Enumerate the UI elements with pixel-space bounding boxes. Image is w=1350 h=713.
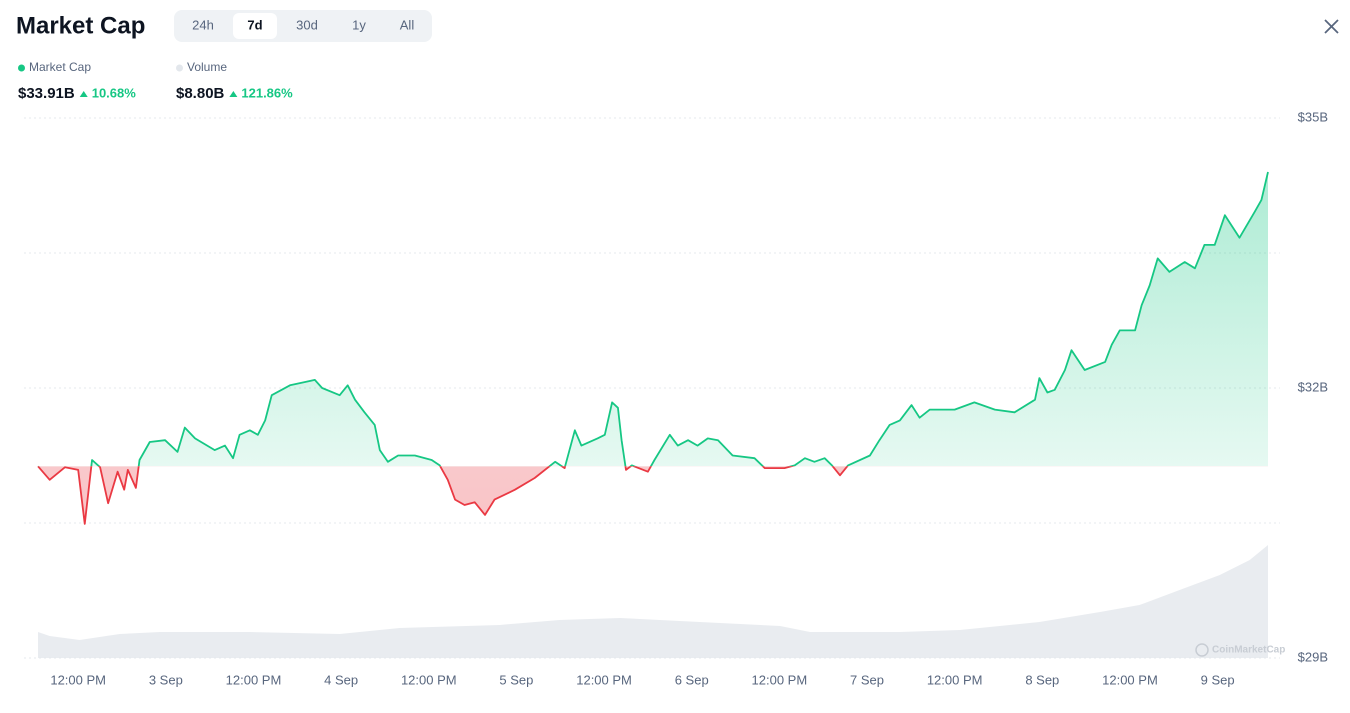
y-tick-label: $32B xyxy=(1298,379,1328,394)
area-up xyxy=(91,172,1268,467)
close-button[interactable] xyxy=(1324,19,1339,34)
watermark-logo xyxy=(1195,643,1209,657)
stat-value: $33.91B xyxy=(18,85,75,102)
x-tick-label: 12:00 PM xyxy=(1102,672,1158,687)
y-tick-label: $35B xyxy=(1298,109,1328,124)
legend-label[interactable]: Market Cap xyxy=(29,60,91,74)
legend-dot[interactable] xyxy=(176,64,183,72)
x-tick-label: 12:00 PM xyxy=(752,672,808,687)
volume-area xyxy=(38,544,1268,658)
x-tick-label: 12:00 PM xyxy=(576,672,632,687)
legend-label[interactable]: Volume xyxy=(187,60,227,74)
range-tab[interactable]: 30d xyxy=(296,17,318,32)
stat-value: $8.80B xyxy=(176,85,225,102)
x-tick-label: 5 Sep xyxy=(499,672,533,687)
stat-change: 10.68% xyxy=(92,85,137,100)
stat-change: 121.86% xyxy=(241,85,293,100)
line-down xyxy=(37,466,849,525)
x-tick-label: 12:00 PM xyxy=(927,672,983,687)
x-tick-label: 8 Sep xyxy=(1025,672,1059,687)
x-tick-label: 12:00 PM xyxy=(50,672,106,687)
x-tick-label: 7 Sep xyxy=(850,672,884,687)
range-tab[interactable]: 7d xyxy=(247,17,262,32)
x-tick-label: 3 Sep xyxy=(149,672,183,687)
legend-dot[interactable] xyxy=(18,64,25,72)
tab-active-bg[interactable] xyxy=(233,13,277,39)
watermark: CoinMarketCap xyxy=(1212,645,1285,656)
chart-title: Market Cap xyxy=(16,12,145,39)
range-tab[interactable]: 24h xyxy=(192,17,214,32)
change-arrow xyxy=(79,91,88,97)
x-tick-label: 9 Sep xyxy=(1201,672,1235,687)
change-arrow xyxy=(229,91,238,97)
area-down xyxy=(38,466,1268,524)
y-tick-label: $29B xyxy=(1298,649,1328,664)
x-tick-label: 12:00 PM xyxy=(226,672,282,687)
x-tick-label: 4 Sep xyxy=(324,672,358,687)
x-tick-label: 12:00 PM xyxy=(401,672,457,687)
range-tab[interactable]: All xyxy=(400,17,415,32)
line-up xyxy=(38,171,1269,467)
range-tab[interactable]: 1y xyxy=(352,17,366,32)
x-tick-label: 6 Sep xyxy=(675,672,709,687)
